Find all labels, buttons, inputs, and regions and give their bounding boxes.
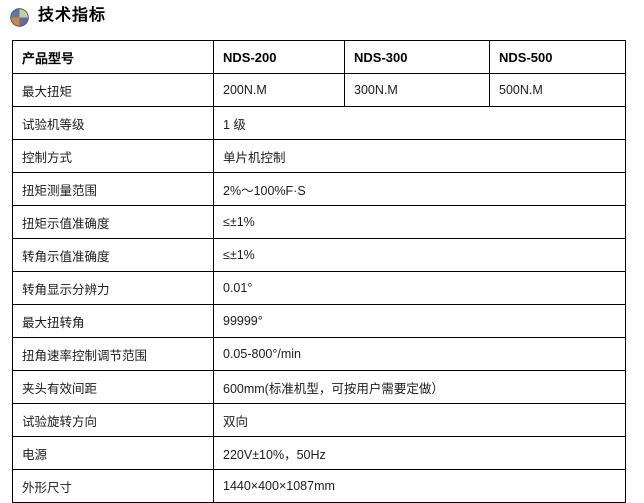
table-cell-value: NDS-200 bbox=[213, 40, 345, 74]
page-title: 技术指标 bbox=[38, 7, 107, 24]
section-header: 技术指标 bbox=[0, 0, 644, 34]
table-cell-value: ≤±1% bbox=[213, 238, 626, 272]
table-cell-value: 220V±10%，50Hz bbox=[213, 436, 626, 470]
table-cell-label: 夹头有效间距 bbox=[12, 370, 214, 404]
table-cell-value: 1 级 bbox=[213, 106, 626, 140]
table-cell-value: 99999° bbox=[213, 304, 626, 338]
table-cell-value: ≤±1% bbox=[213, 205, 626, 239]
table-cell-value: 500N.M bbox=[489, 73, 626, 107]
table-cell-label: 产品型号 bbox=[12, 40, 214, 74]
table-cell-value: NDS-300 bbox=[344, 40, 490, 74]
table-cell-label: 控制方式 bbox=[12, 139, 214, 173]
table-row: 夹头有效间距 600mm(标准机型，可按用户需要定做） bbox=[12, 370, 626, 404]
technical-specs-table: 产品型号 NDS-200 NDS-300 NDS-500 最大扭矩 200N.M… bbox=[12, 40, 626, 503]
table-row: 扭角速率控制调节范围 0.05-800°/min bbox=[12, 337, 626, 371]
table-cell-value: 600mm(标准机型，可按用户需要定做） bbox=[213, 370, 626, 404]
table-cell-label: 最大扭矩 bbox=[12, 73, 214, 107]
table-cell-value: NDS-500 bbox=[489, 40, 626, 74]
table-row: 最大扭转角 99999° bbox=[12, 304, 626, 338]
table-cell-label: 电源 bbox=[12, 436, 214, 470]
table-row: 控制方式 单片机控制 bbox=[12, 139, 626, 173]
table-row: 扭矩示值准确度 ≤±1% bbox=[12, 205, 626, 239]
table-cell-label: 转角显示分辨力 bbox=[12, 271, 214, 305]
table-cell-label: 转角示值准确度 bbox=[12, 238, 214, 272]
table-row: 扭矩测量范围 2%～100%F·S bbox=[12, 172, 626, 206]
table-cell-label: 扭矩示值准确度 bbox=[12, 205, 214, 239]
table-cell-value: 2%～100%F·S bbox=[213, 172, 626, 206]
table-row: 试验旋转方向 双向 bbox=[12, 403, 626, 437]
table-cell-value: 300N.M bbox=[344, 73, 490, 107]
table-cell-label: 试验旋转方向 bbox=[12, 403, 214, 437]
table-cell-value: 0.05-800°/min bbox=[213, 337, 626, 371]
table-cell-value: 1440×400×1087mm bbox=[213, 469, 626, 503]
table-cell-label: 扭角速率控制调节范围 bbox=[12, 337, 214, 371]
table-row: 试验机等级 1 级 bbox=[12, 106, 626, 140]
table-cell-value: 0.01° bbox=[213, 271, 626, 305]
table-cell-value: 单片机控制 bbox=[213, 139, 626, 173]
table-row: 转角显示分辨力 0.01° bbox=[12, 271, 626, 305]
table-cell-label: 试验机等级 bbox=[12, 106, 214, 140]
globe-quadrant-icon bbox=[9, 7, 30, 28]
table-cell-value: 双向 bbox=[213, 403, 626, 437]
table-cell-label: 外形尺寸 bbox=[12, 469, 214, 503]
table-cell-label: 最大扭转角 bbox=[12, 304, 214, 338]
table-cell-value: 200N.M bbox=[213, 73, 345, 107]
table-row: 产品型号 NDS-200 NDS-300 NDS-500 bbox=[12, 40, 626, 74]
table-row: 外形尺寸 1440×400×1087mm bbox=[12, 469, 626, 503]
table-row: 转角示值准确度 ≤±1% bbox=[12, 238, 626, 272]
table-cell-label: 扭矩测量范围 bbox=[12, 172, 214, 206]
table-row: 电源 220V±10%，50Hz bbox=[12, 436, 626, 470]
table-row: 最大扭矩 200N.M 300N.M 500N.M bbox=[12, 73, 626, 107]
